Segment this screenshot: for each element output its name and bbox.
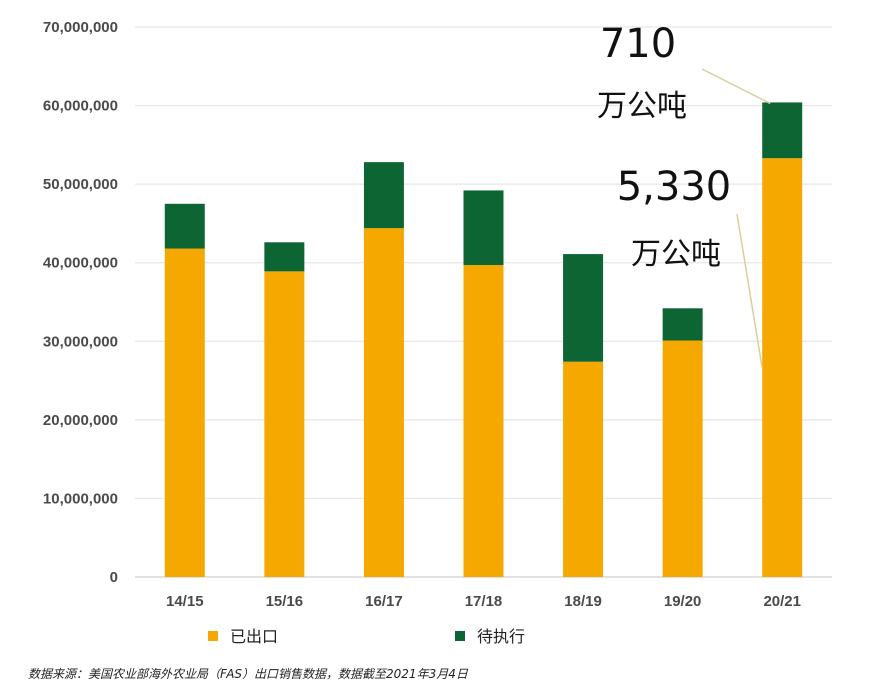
x-axis: 14/15 15/16 16/17 17/18 18/19 19/20 20/21 xyxy=(166,593,801,610)
bar-segment xyxy=(164,203,205,249)
annotation-number: 710 xyxy=(600,21,676,67)
x-tick-label: 17/18 xyxy=(465,593,503,610)
y-tick-label: 70,000,000 xyxy=(43,19,118,36)
annotations: 710 万公吨 5,330 万公吨 xyxy=(597,21,771,369)
legend-label: 已出口 xyxy=(230,627,278,646)
annotation-number: 5,330 xyxy=(617,164,732,210)
bar-segment xyxy=(463,265,504,577)
bar-segment xyxy=(563,254,604,362)
y-tick-label: 50,000,000 xyxy=(43,176,118,193)
bar-segment xyxy=(264,242,305,272)
annotation-unit: 万公吨 xyxy=(597,89,687,124)
bar-segment xyxy=(762,158,803,577)
annotation-leader xyxy=(736,213,763,369)
y-tick-label: 10,000,000 xyxy=(43,490,118,507)
bar-segment xyxy=(363,228,404,577)
y-tick-label: 60,000,000 xyxy=(43,98,118,115)
bar-segment xyxy=(463,190,504,266)
bar-segment xyxy=(662,340,703,577)
bars xyxy=(164,102,803,578)
x-tick-label: 19/20 xyxy=(664,593,702,610)
bar-segment xyxy=(363,162,404,229)
legend-label: 待执行 xyxy=(477,627,525,646)
legend-swatch xyxy=(455,631,465,641)
x-tick-label: 14/15 xyxy=(166,593,204,610)
legend-swatch xyxy=(208,631,218,641)
bar-segment xyxy=(662,308,703,341)
y-tick-label: 30,000,000 xyxy=(43,333,118,350)
annotation-unit: 万公吨 xyxy=(631,237,721,272)
bar-segment xyxy=(762,102,803,159)
annotation-leader xyxy=(701,68,771,105)
bar-segment xyxy=(164,248,205,578)
bar-segment xyxy=(264,271,305,577)
source-note: 数据来源：美国农业部海外农业局（FAS）出口销售数据，数据截至2021年3月4日 xyxy=(28,667,469,681)
y-tick-label: 40,000,000 xyxy=(43,255,118,272)
x-tick-label: 16/17 xyxy=(365,593,403,610)
y-tick-label: 20,000,000 xyxy=(43,412,118,429)
bar-segment xyxy=(563,361,604,577)
x-tick-label: 15/16 xyxy=(266,593,304,610)
y-axis: 0 10,000,000 20,000,000 30,000,000 40,000,00… xyxy=(43,19,118,586)
x-tick-label: 20/21 xyxy=(763,593,801,610)
y-tick-label: 0 xyxy=(110,569,118,586)
x-tick-label: 18/19 xyxy=(564,593,602,610)
legend: 已出口 待执行 xyxy=(208,627,525,646)
